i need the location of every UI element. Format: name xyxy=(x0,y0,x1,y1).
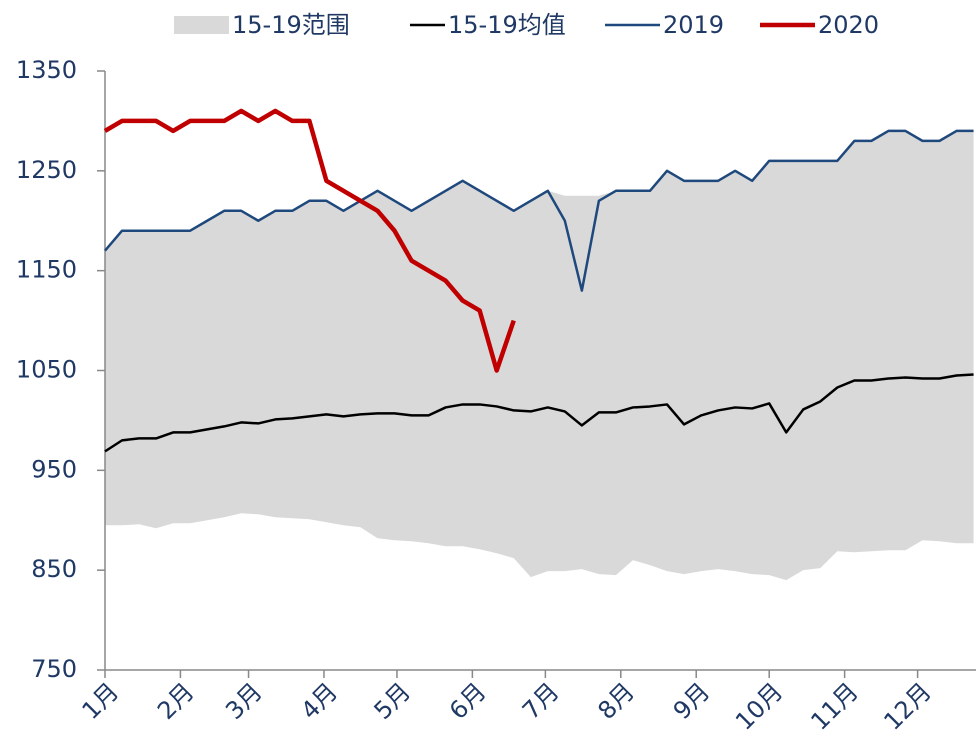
legend-swatch xyxy=(174,16,229,34)
legend-label: 2020 xyxy=(818,11,879,39)
legend-label: 15-19均值 xyxy=(448,11,566,39)
y-tick-label: 750 xyxy=(31,655,77,683)
x-tick-label: 10月 xyxy=(730,677,788,735)
y-tick-label: 1150 xyxy=(16,256,77,284)
series-line xyxy=(103,108,516,373)
y-tick-label: 1350 xyxy=(16,56,77,84)
x-tick-label: 8月 xyxy=(592,677,640,725)
y-tick-label: 950 xyxy=(31,455,77,483)
y-tick-label: 1050 xyxy=(16,356,77,384)
x-tick-label: 4月 xyxy=(296,677,344,725)
y-tick-label: 850 xyxy=(31,555,77,583)
legend-label: 15-19范围 xyxy=(232,11,350,39)
x-tick-label: 3月 xyxy=(220,677,268,725)
x-tick-label: 9月 xyxy=(668,677,716,725)
series-line xyxy=(104,373,974,453)
x-tick-label: 2月 xyxy=(152,677,200,725)
x-tick-label: 6月 xyxy=(444,677,492,725)
range-area xyxy=(105,130,974,581)
y-tick-label: 1250 xyxy=(16,156,77,184)
legend-label: 2019 xyxy=(663,11,724,39)
series-line xyxy=(104,129,974,292)
x-tick-label: 12月 xyxy=(878,677,936,735)
x-tick-label: 1月 xyxy=(77,677,125,725)
x-tick-label: 5月 xyxy=(369,677,417,725)
x-tick-label: 7月 xyxy=(517,677,565,725)
x-tick-label: 11月 xyxy=(805,677,863,735)
